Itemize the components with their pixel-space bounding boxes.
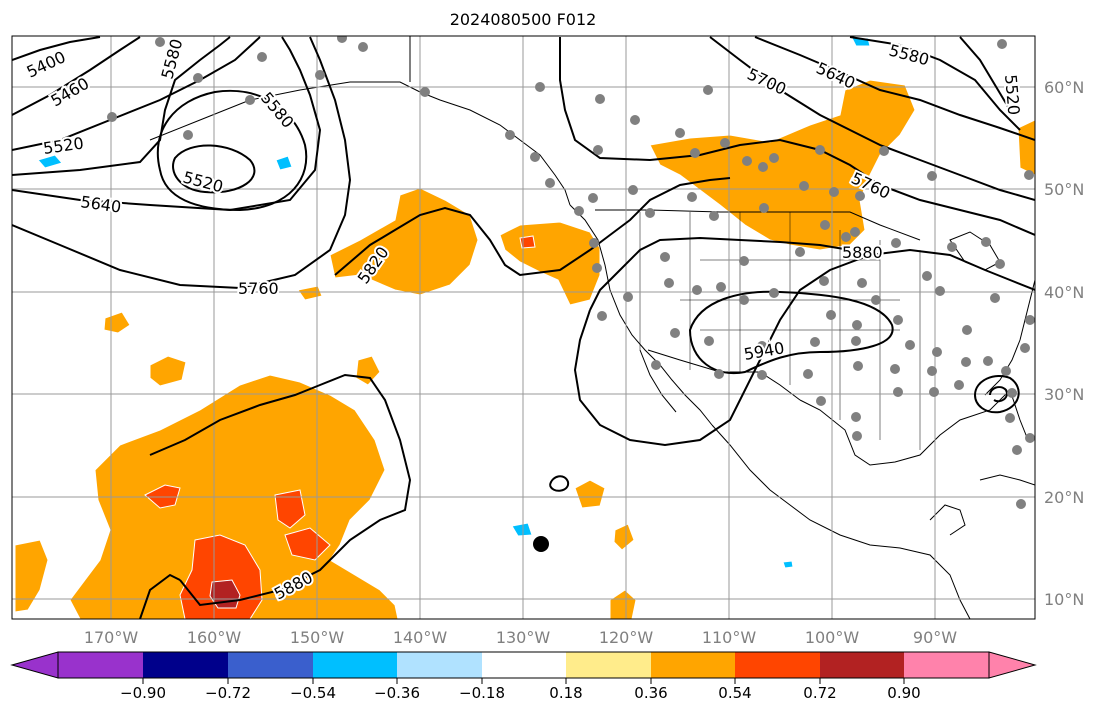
highlight-marker: [533, 536, 549, 552]
shaded-high-hawaii-3: [284, 527, 331, 561]
map-frame: [11, 35, 1036, 620]
shaded-region-canada: [649, 79, 916, 251]
shaded-neg-5: [782, 560, 794, 569]
lat-tick-label: 30°N: [1044, 385, 1084, 404]
coast-alaska: [149, 81, 571, 206]
contour-label: 5760: [238, 279, 279, 298]
colorbar-segment: [566, 652, 651, 678]
lon-tick-label: 90°W: [913, 628, 957, 647]
colorbar-segment: [397, 652, 482, 678]
shaded-neg-1: [37, 154, 63, 169]
colorbar-segment: [735, 652, 820, 678]
colorbar-frame: [57, 651, 990, 679]
colorbar-segment: [313, 652, 397, 678]
colorbar-label: −0.18: [459, 684, 505, 702]
colorbar-segment: [820, 652, 904, 678]
lat-tick-label: 60°N: [1044, 78, 1084, 97]
colorbar-extend-min: [10, 651, 59, 679]
contour-east-ring-inner: [989, 386, 1008, 403]
contour-5760: [12, 36, 352, 290]
colorbar: −0.90 −0.72 −0.54 −0.36 −0.18 0.18 0.36 …: [10, 651, 1037, 702]
lat-tick-label: 40°N: [1044, 283, 1084, 302]
coast-cuba: [979, 474, 1035, 486]
contour-5700: [709, 36, 1035, 201]
contour-5880-pac: [149, 373, 412, 607]
shaded-high-hawaii-4: [179, 534, 263, 619]
colorbar-labels: −0.90 −0.72 −0.54 −0.36 −0.18 0.18 0.36 …: [120, 684, 921, 702]
lat-tick-label: 50°N: [1044, 180, 1084, 199]
map-area: 5400 5460 5520 5580 5580 5520 5640 5760 …: [11, 35, 1036, 620]
contour-5820: [334, 177, 731, 277]
colorbar-segment: [482, 652, 566, 678]
colorbar-label: 0.72: [803, 684, 836, 702]
shaded-high-ne-pac: [519, 235, 536, 249]
lat-tick-label: 10°N: [1044, 590, 1084, 609]
colorbar-label: 0.36: [634, 684, 667, 702]
shaded-neg-2: [275, 155, 293, 171]
contour-5520-west: [12, 36, 261, 151]
coast-east: [984, 279, 1035, 396]
colorbar-segment: [58, 652, 143, 678]
contour-5520-east: [959, 36, 1011, 111]
shaded-region-north-pac: [297, 285, 323, 301]
colorbar-label: 0.90: [887, 684, 920, 702]
shaded-region-west-atl: [14, 539, 49, 613]
contour-east-ring: [974, 375, 1020, 414]
colorbar-label: 0.54: [718, 684, 751, 702]
colorbar-label: −0.36: [374, 684, 420, 702]
contour-label: 5520: [1001, 74, 1023, 116]
map-title: 2024080500 F012: [450, 10, 597, 29]
colorbar-segment: [651, 652, 735, 678]
contour-5640: [12, 36, 322, 212]
coast-yucatan: [929, 504, 966, 536]
contour-5580: [12, 36, 231, 176]
contour-small-ring: [549, 475, 570, 492]
lon-tick-label: 140°W: [393, 628, 448, 647]
lon-tick-label: 160°W: [187, 628, 242, 647]
lon-axis: 170°W 160°W 150°W 140°W 130°W 120°W 110°…: [84, 628, 957, 647]
colorbar-label: −0.54: [290, 684, 336, 702]
contour-5640-east: [754, 36, 1035, 141]
contour-5520-low: [172, 144, 256, 194]
coast-mexico: [711, 424, 971, 619]
colorbar-extend-max: [988, 651, 1037, 679]
station-markers: [107, 36, 1035, 509]
lon-tick-label: 150°W: [290, 628, 345, 647]
contour-5880-north: [589, 236, 851, 311]
shaded-region-mid-pac: [149, 355, 187, 387]
lon-tick-label: 130°W: [496, 628, 551, 647]
grid-lines: [12, 36, 1035, 619]
lon-tick-label: 110°W: [702, 628, 757, 647]
lon-tick-label: 120°W: [599, 628, 654, 647]
colorbar-label: −0.90: [120, 684, 166, 702]
colorbar-label: −0.72: [205, 684, 251, 702]
contour-5580-ring: [156, 89, 308, 212]
shaded-high-hawaii-2: [274, 489, 306, 529]
contour-5880-pac-south: [139, 573, 181, 619]
shaded-region-central-pac: [329, 187, 479, 296]
colorbar-segment: [143, 652, 228, 678]
contour-5580-east: [849, 36, 1021, 131]
lat-tick-label: 20°N: [1044, 488, 1084, 507]
coast-baja: [639, 349, 677, 413]
contour-5880: [573, 248, 1035, 447]
contour-label: 5880: [842, 243, 883, 262]
lon-tick-label: 100°W: [805, 628, 860, 647]
shaded-region-east: [1017, 119, 1035, 176]
contour-5820-west: [559, 37, 1035, 236]
colorbar-label: 0.18: [549, 684, 582, 702]
colorbar-ticks: [142, 678, 905, 684]
lon-tick-label: 170°W: [84, 628, 139, 647]
height-contours: [12, 36, 1035, 619]
shaded-region-ep: [609, 589, 637, 619]
lat-axis: 60°N 50°N 40°N 30°N 20°N 10°N: [1044, 78, 1084, 609]
contour-5460: [12, 36, 141, 116]
contour-5940: [688, 290, 894, 375]
colorbar-segment: [228, 652, 313, 678]
contour-5400: [12, 36, 101, 61]
colorbar-segment: [904, 652, 989, 678]
